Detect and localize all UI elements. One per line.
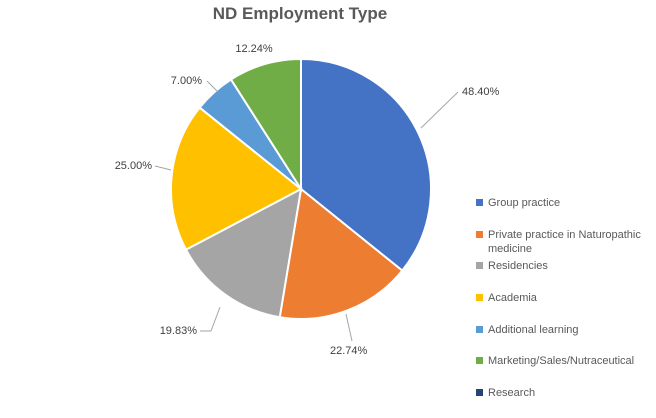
legend-swatch-4 xyxy=(476,294,483,302)
data-label-6: 12.24% xyxy=(235,43,273,55)
data-label-2: 22.74% xyxy=(330,345,368,357)
pie-slice-2 xyxy=(278,187,404,320)
data-label-1: 48.40% xyxy=(462,86,500,98)
pie-slice-3 xyxy=(184,187,303,319)
pie-slice-6 xyxy=(229,57,302,193)
legend-label-6: Marketing/Sales/Nutraceutical xyxy=(488,355,635,368)
data-label-4: 25.00% xyxy=(115,160,153,172)
pie-slice-4 xyxy=(170,106,303,251)
leader-line-3 xyxy=(200,306,221,332)
legend-label-1: Group practice xyxy=(488,197,561,209)
legend-label-3: Residencies xyxy=(488,260,548,273)
data-labels: 48.40% 22.74% 19.83% 25.00% 7.00% 12.24% xyxy=(115,43,500,357)
leader-line-1 xyxy=(420,91,459,129)
legend-item-5: Additional learning xyxy=(474,323,654,355)
legend-item-7: Research xyxy=(474,386,654,418)
leader-line-5 xyxy=(206,80,219,93)
legend-swatch-2 xyxy=(476,230,483,238)
pie-slice-1 xyxy=(300,57,432,272)
leader-line-4 xyxy=(154,165,172,171)
pie-slices xyxy=(170,57,432,320)
chart-title: ND Employment Type xyxy=(212,4,388,23)
legend-swatch-3 xyxy=(476,262,483,270)
legend-item-4: Academia xyxy=(474,291,654,323)
data-label-5: 7.00% xyxy=(171,75,202,87)
legend-item-6: Marketing/Sales/Nutraceutical xyxy=(474,354,654,386)
legend-item-3: Residencies xyxy=(474,259,654,291)
legend-label-5: Additional learning xyxy=(488,323,579,336)
data-label-3: 19.83% xyxy=(160,325,198,337)
legend-swatch-6 xyxy=(476,357,483,365)
legend-swatch-5 xyxy=(476,325,483,333)
legend-swatch-1 xyxy=(476,199,483,206)
legend-item-1: Group practice xyxy=(474,196,654,228)
legend-label-2: Private practice in Naturopathic medicin… xyxy=(488,228,641,255)
chart-legend: Group practice Private practice in Naturo… xyxy=(474,196,654,418)
legend-item-2: Private practice in Naturopathic medicin… xyxy=(474,228,654,260)
legend-label-4: Academia xyxy=(488,292,537,305)
leader-line-2 xyxy=(345,313,353,342)
legend-swatch-7 xyxy=(476,389,483,397)
legend-label-7: Research xyxy=(488,387,536,400)
